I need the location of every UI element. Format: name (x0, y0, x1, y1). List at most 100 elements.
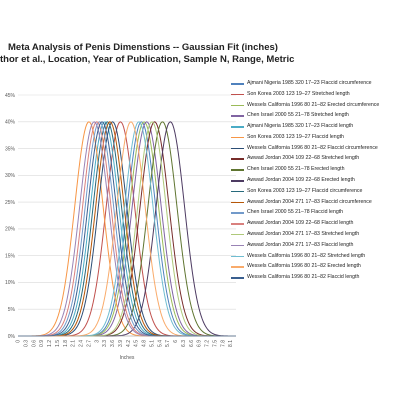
x-tick-label: 6.9 (197, 340, 203, 347)
legend-label: Ajmani Nigeria 1985 320 17–23 Flaccid ci… (247, 80, 372, 86)
x-tick-label: 5.4 (157, 340, 163, 347)
legend-swatch (231, 180, 244, 182)
x-tick-label: 7.8 (220, 340, 226, 347)
legend-item: Awwad Jordan 2004 271 17–83 Flaccid leng… (231, 242, 399, 249)
legend-label: Awwad Jordan 2004 109 22–68 Stretched le… (247, 155, 360, 162)
legend-label: Son Korea 2003 123 19–27 Flaccid length (247, 133, 344, 140)
x-tick-label: 2.1 (71, 340, 77, 347)
legend-swatch (231, 126, 244, 128)
x-tick-label: 0.9 (39, 340, 45, 347)
legend-item: Awwad Jordan 2004 109 22–68 Flaccid leng… (231, 220, 399, 227)
legend-swatch (231, 277, 244, 279)
legend-label: Awwad Jordan 2004 271 17–83 Stretched le… (247, 230, 360, 237)
x-tick-label: 1.2 (47, 340, 53, 347)
y-tick-label: 15% (5, 253, 16, 259)
x-tick-label: 2.7 (86, 340, 92, 347)
x-tick-label: 3.6 (110, 340, 116, 347)
x-axis-title: Inches (120, 355, 135, 361)
legend-item: Son Korea 2003 123 19–27 Flaccid circumf… (231, 188, 399, 195)
legend-label: Wessels California 1996 80 21–82 Erected… (247, 101, 380, 108)
legend-item: Ajmani Nigeria 1985 320 17–23 Flaccid ci… (231, 80, 399, 87)
y-tick-label: 0% (8, 334, 16, 340)
legend-swatch (231, 201, 244, 204)
chart-title-line1: Meta Analysis of Penis Dimenstions -- Ga… (8, 42, 278, 53)
x-tick-label: 0 (16, 340, 22, 343)
x-tick-label: 5.7 (165, 340, 171, 347)
y-tick-label: 5% (8, 307, 16, 313)
y-tick-label: 45% (5, 93, 16, 99)
legend-label: Ajmani Nigeria 1985 320 17–23 Flaccid le… (247, 123, 354, 130)
x-tick-label: 1.8 (63, 340, 69, 347)
legend-swatch (231, 266, 244, 268)
legend-label: Chen Israel 2000 55 21–78 Stretched leng… (247, 112, 349, 119)
y-tick-label: 20% (5, 227, 16, 233)
x-tick-label: 6.6 (189, 340, 195, 347)
legend-item: Wessels California 1996 80 21–82 Erected… (231, 102, 399, 109)
legend-item: Son Korea 2003 123 19–27 Stretched lengt… (231, 91, 399, 98)
chart-title-line2: thor et al., Location, Year of Publicati… (0, 54, 295, 65)
legend-item: Wessels California 1996 80 21–82 Flaccid… (231, 274, 399, 281)
legend-label: Wessels California 1996 80 21–82 Stretch… (247, 252, 366, 259)
y-tick-label: 10% (5, 280, 16, 286)
y-tick-label: 35% (5, 146, 16, 152)
y-tick-label: 30% (5, 173, 16, 179)
legend-item: Wessels California 1996 80 21–82 Erected… (231, 263, 399, 270)
legend-label: Son Korea 2003 123 19–27 Stretched lengt… (247, 90, 350, 97)
x-tick-label: 3 (94, 340, 100, 343)
legend-swatch (231, 93, 244, 96)
x-tick-label: 5.1 (149, 340, 155, 347)
legend-item: Awwad Jordan 2004 271 17–83 Stretched le… (231, 231, 399, 238)
legend-swatch (231, 158, 244, 160)
x-tick-label: 6.3 (181, 340, 187, 347)
legend-item: Awwad Jordan 2004 109 22–68 Stretched le… (231, 155, 399, 162)
legend-swatch (231, 104, 244, 107)
x-tick-label: 3.3 (102, 340, 108, 347)
legend-label: Chen Israel 2000 55 21–78 Flaccid length (247, 209, 344, 216)
x-tick-label: 2.4 (79, 340, 85, 347)
x-tick-label: 8.1 (228, 340, 234, 347)
legend-swatch (231, 83, 244, 85)
legend-item: Awwad Jordan 2004 109 22–68 Erected leng… (231, 177, 399, 184)
legend-swatch (231, 147, 244, 150)
x-tick-label: 4.8 (142, 340, 148, 347)
legend-label: Wessels California 1996 80 21–82 Erected… (247, 263, 361, 270)
y-tick-label: 40% (5, 120, 16, 126)
legend-item: Son Korea 2003 123 19–27 Flaccid length (231, 134, 399, 141)
legend-swatch (231, 244, 244, 247)
x-tick-label: 3.9 (118, 340, 124, 347)
legend-label: Son Korea 2003 123 19–27 Flaccid circumf… (247, 187, 363, 194)
legend-label: Awwad Jordan 2004 271 17–83 Flaccid circ… (247, 198, 372, 205)
legend-label: Awwad Jordan 2004 271 17–83 Flaccid leng… (247, 241, 354, 248)
legend-swatch (231, 115, 244, 117)
x-tick-label: 0.6 (31, 340, 37, 347)
legend-item: Wessels California 1996 80 21–82 Stretch… (231, 253, 399, 260)
x-tick-label: 4.5 (134, 340, 140, 347)
y-tick-label: 25% (5, 200, 16, 206)
legend-swatch (231, 169, 244, 171)
legend-item: Chen Israel 2000 55 21–78 Stretched leng… (231, 112, 399, 119)
legend-item: Chen Israel 2000 55 21–78 Erected length (231, 166, 399, 173)
legend-label: Awwad Jordan 2004 109 22–68 Flaccid leng… (247, 220, 354, 227)
x-tick-label: 4.2 (126, 340, 132, 347)
legend-swatch (231, 136, 244, 139)
x-tick-label: 1.5 (55, 340, 61, 347)
legend-label: Chen Israel 2000 55 21–78 Erected length (247, 166, 345, 173)
legend-label: Awwad Jordan 2004 109 22–68 Erected leng… (247, 177, 355, 184)
legend-item: Chen Israel 2000 55 21–78 Flaccid length (231, 209, 399, 216)
x-tick-label: 6 (173, 340, 179, 343)
legend-label: Wessels California 1996 80 21–82 Flaccid… (247, 144, 378, 151)
y-tick-labels: 0% 5% 10% 15% 20% 25% 30% 35% 40% 45% (5, 93, 16, 340)
legend-item: Awwad Jordan 2004 271 17–83 Flaccid circ… (231, 199, 399, 206)
legend-item: Wessels California 1996 80 21–82 Flaccid… (231, 145, 399, 152)
x-tick-label: 0.3 (23, 340, 29, 347)
legend-swatch (231, 233, 244, 236)
x-tick-labels: 0 0.3 0.6 0.9 1.2 1.5 1.8 2.1 2.4 2.7 3 3.3 3.6 3.9 4.… (16, 340, 235, 347)
x-tick-label: 7.5 (212, 340, 218, 347)
legend-swatch (231, 255, 244, 257)
legend: Ajmani Nigeria 1985 320 17–23 Flaccid ci… (231, 80, 399, 285)
x-tick-label: 7.2 (205, 340, 211, 347)
legend-label: Wessels California 1996 80 21–82 Flaccid… (247, 274, 360, 281)
legend-item: Ajmani Nigeria 1985 320 17–23 Flaccid le… (231, 123, 399, 130)
legend-swatch (231, 223, 244, 225)
